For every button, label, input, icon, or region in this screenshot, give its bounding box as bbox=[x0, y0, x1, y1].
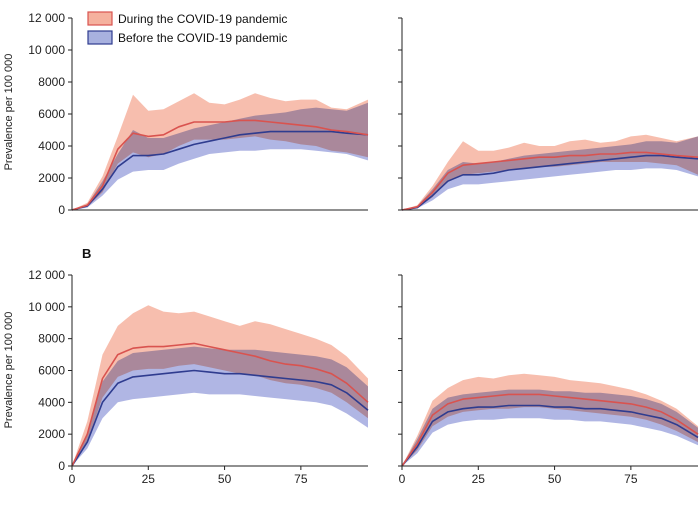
b-right-line-before bbox=[401, 404, 699, 467]
b-left-y-tick-label: 2000 bbox=[38, 427, 65, 441]
a-left-y-tick-label: 2000 bbox=[38, 171, 65, 185]
b-left-y-tick-label: 4000 bbox=[38, 395, 65, 409]
y-axis-title-top: Prevalence per 100 000 bbox=[3, 54, 15, 171]
b-left-band-during bbox=[72, 305, 368, 466]
panel-letter-b: B bbox=[82, 246, 91, 261]
b-left-y-tick-label: 8000 bbox=[38, 332, 65, 346]
legend-swatch-during bbox=[87, 11, 113, 26]
a-left-y-tick-label: 8000 bbox=[38, 75, 65, 89]
a-right-line-during bbox=[401, 151, 699, 211]
b-left-line-during bbox=[71, 342, 369, 467]
b-left-line-before bbox=[71, 369, 369, 467]
panel-a-left: 0 2000 4000 6000 8000 10 000 12 000 bbox=[28, 11, 369, 217]
legend-label-during: During the COVID-19 pandemic bbox=[118, 12, 287, 26]
a-left-line-before bbox=[71, 130, 369, 211]
legend-label-before: Before the COVID-19 pandemic bbox=[118, 31, 287, 45]
b-left-y-tick-label: 6000 bbox=[38, 364, 65, 378]
b-left-y-tick-label: 12 000 bbox=[28, 268, 65, 282]
a-left-line-during bbox=[71, 119, 369, 211]
b-left-y-tick-label: 10 000 bbox=[28, 300, 65, 314]
a-left-y-tick-label: 10 000 bbox=[28, 43, 65, 57]
a-right-line-before bbox=[401, 154, 699, 211]
panel-b-right: 0 25 50 75 bbox=[398, 274, 699, 486]
b-left-x-tick-label: 75 bbox=[294, 472, 308, 486]
b-left-y-tick-label: 0 bbox=[58, 459, 65, 473]
a-left-y-tick-label: 6000 bbox=[38, 107, 65, 121]
y-axis-title-bottom: Prevalence per 100 000 bbox=[3, 312, 15, 429]
b-right-x-tick-label: 75 bbox=[624, 472, 638, 486]
a-left-y-tick-label: 12 000 bbox=[28, 11, 65, 25]
b-left-x-tick-label: 50 bbox=[218, 472, 232, 486]
legend: During the COVID-19 pandemic Before the … bbox=[87, 11, 287, 45]
panel-b-left: 0 2000 4000 6000 8000 10 000 12 000 0 25 50 75 bbox=[28, 268, 369, 486]
a-left-band-during bbox=[72, 93, 368, 210]
b-right-x-tick-label: 25 bbox=[472, 472, 486, 486]
panel-a-right bbox=[398, 17, 699, 211]
b-right-x-tick-label: 0 bbox=[399, 472, 406, 486]
legend-swatch-before bbox=[87, 30, 113, 45]
b-right-line-during bbox=[401, 393, 699, 467]
b-left-x-tick-label: 0 bbox=[69, 472, 76, 486]
b-left-x-tick-label: 25 bbox=[142, 472, 156, 486]
b-right-x-tick-label: 50 bbox=[548, 472, 562, 486]
a-left-y-tick-label: 0 bbox=[58, 203, 65, 217]
b-right-band-during bbox=[402, 373, 698, 466]
a-left-y-tick-label: 4000 bbox=[38, 139, 65, 153]
